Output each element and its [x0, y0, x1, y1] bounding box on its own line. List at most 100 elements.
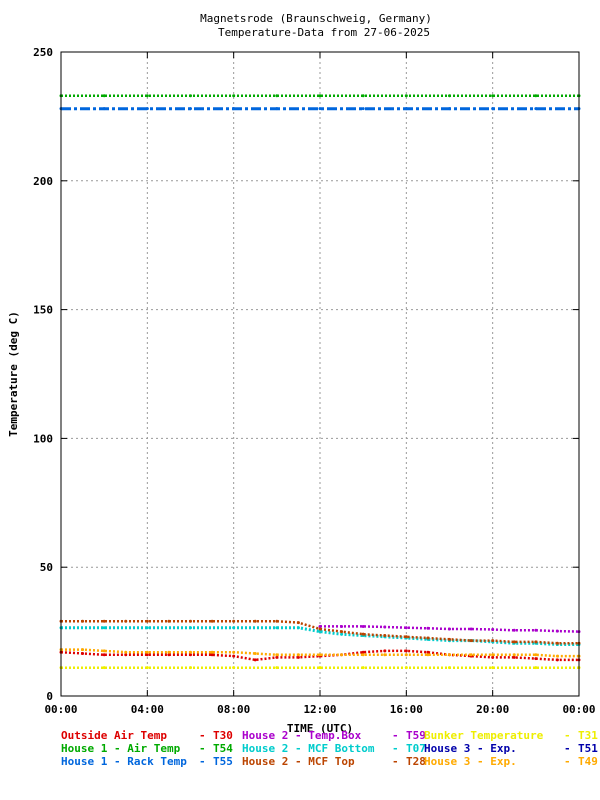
data-point	[361, 666, 365, 670]
y-tick-label: 150	[33, 304, 53, 317]
data-point	[361, 94, 365, 98]
data-point	[102, 666, 106, 670]
legend-code: T49	[578, 755, 598, 768]
data-point	[145, 94, 149, 98]
legend-code: T51	[578, 742, 598, 755]
data-point	[318, 624, 322, 628]
data-series	[59, 94, 581, 670]
data-point	[318, 627, 322, 631]
data-point	[512, 655, 516, 659]
data-point	[491, 94, 495, 98]
data-point	[253, 619, 257, 623]
data-point	[534, 94, 538, 98]
data-point	[232, 94, 236, 98]
data-point	[189, 107, 192, 111]
legend-dash: -	[392, 729, 399, 742]
y-tick-label: 100	[33, 432, 53, 445]
data-point	[296, 653, 300, 657]
series-line	[61, 626, 579, 646]
data-point	[275, 94, 279, 98]
data-point	[253, 658, 257, 662]
data-point	[253, 651, 257, 655]
data-point	[491, 666, 495, 670]
legend-code: T59	[406, 729, 426, 742]
legend-dash: -	[564, 729, 571, 742]
data-point	[534, 657, 538, 661]
legend-dash: -	[199, 729, 206, 742]
legend-code: T55	[213, 755, 233, 768]
data-point	[102, 107, 106, 111]
data-point	[189, 653, 192, 657]
x-tick-label: 16:00	[390, 703, 423, 716]
data-point	[167, 619, 171, 623]
data-point	[448, 94, 451, 98]
data-point	[145, 653, 149, 657]
data-point	[534, 666, 538, 670]
data-point	[189, 619, 192, 623]
data-point	[296, 626, 300, 630]
data-point	[81, 651, 85, 655]
data-point	[210, 650, 214, 654]
data-point	[275, 619, 279, 623]
legend-dash: -	[564, 755, 571, 768]
data-point	[210, 619, 214, 623]
data-point	[383, 649, 387, 653]
data-point	[555, 654, 559, 658]
data-point	[404, 649, 408, 653]
series-T49	[59, 648, 581, 658]
data-point	[124, 619, 128, 623]
data-point	[275, 655, 279, 659]
y-tick-label: 200	[33, 175, 53, 188]
y-axis-label: Temperature (deg C)	[7, 311, 20, 437]
data-point	[340, 630, 344, 634]
grid-lines	[61, 52, 579, 696]
data-point	[102, 94, 106, 98]
series-T31	[59, 666, 581, 670]
data-point	[491, 628, 495, 632]
x-tick-label: 04:00	[131, 703, 164, 716]
data-point	[189, 666, 192, 670]
data-point	[361, 632, 365, 636]
data-point	[361, 653, 365, 657]
data-point	[448, 666, 451, 670]
data-point	[102, 649, 106, 653]
data-point	[491, 639, 495, 643]
data-point	[512, 640, 516, 644]
legend-dash: -	[392, 742, 399, 755]
data-point	[491, 107, 495, 111]
legend-name: House 1 - Air Temp	[61, 742, 181, 755]
data-point	[145, 650, 149, 654]
data-point	[404, 635, 408, 639]
data-point	[534, 640, 538, 644]
data-point	[167, 650, 171, 654]
data-point	[534, 107, 538, 111]
data-point	[491, 655, 495, 659]
x-axis-label: TIME (UTC)	[287, 722, 353, 735]
legend-dash: -	[564, 742, 571, 755]
legend-code: T28	[406, 755, 426, 768]
data-point	[448, 627, 451, 631]
x-tick-label: 08:00	[217, 703, 250, 716]
legend: Outside Air Temp - T30 House 2 - Temp.Box - T…	[61, 729, 598, 768]
data-point	[275, 653, 279, 657]
data-point	[232, 626, 236, 630]
legend-code: T31	[578, 729, 598, 742]
data-point	[426, 636, 430, 640]
legend-name: House 3 - Exp.	[424, 755, 517, 768]
data-point	[383, 633, 387, 637]
y-tick-label: 50	[40, 561, 53, 574]
data-point	[340, 624, 344, 628]
data-point	[404, 94, 408, 98]
data-point	[404, 666, 408, 670]
data-point	[361, 107, 365, 111]
series-T59	[318, 624, 581, 634]
data-point	[340, 632, 344, 636]
data-point	[275, 666, 279, 670]
data-point	[275, 626, 279, 630]
data-point	[275, 107, 279, 111]
data-point	[404, 107, 408, 111]
data-point	[534, 653, 538, 657]
legend-name: Outside Air Temp	[61, 729, 167, 742]
data-point	[102, 653, 106, 657]
legend-name: House 3 - Exp.	[424, 742, 517, 755]
